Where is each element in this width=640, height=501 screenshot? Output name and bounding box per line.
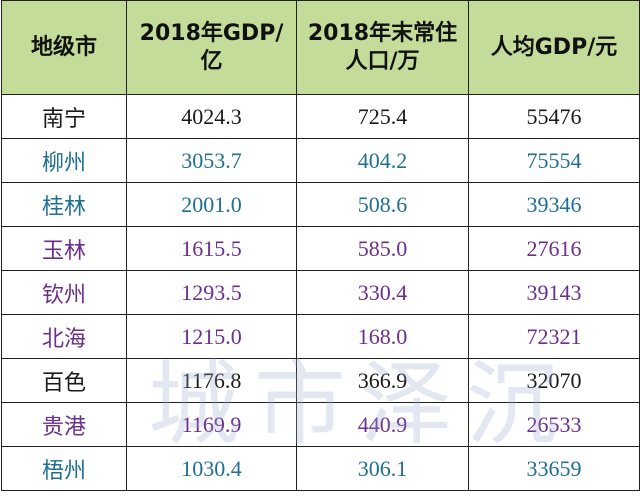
cell-city: 桂林 (1, 182, 127, 227)
cell-gdp-per-capita: 32070 (468, 358, 640, 403)
cell-population: 306.1 (296, 446, 469, 491)
table-row: 桂林 2001.0 508.6 39346 (1, 182, 640, 227)
cell-city: 北海 (1, 314, 127, 359)
cell-population: 330.4 (296, 270, 469, 315)
cell-city: 玉林 (1, 226, 127, 271)
header-population-line-2: 人口/万 (345, 48, 420, 74)
cell-gdp-per-capita: 27616 (468, 226, 640, 271)
header-city-line-1: 地级市 (30, 34, 97, 60)
cell-population: 585.0 (296, 226, 469, 271)
header-gdp-line-2: 亿 (200, 48, 223, 74)
cell-population: 366.9 (296, 358, 469, 403)
table-row: 北海 1215.0 168.0 72321 (1, 314, 640, 359)
cell-gdp: 3053.7 (126, 138, 297, 183)
table-row: 钦州 1293.5 330.4 39143 (1, 270, 640, 315)
cell-gdp: 1615.5 (126, 226, 297, 271)
cell-gdp: 2001.0 (126, 182, 297, 227)
cell-gdp: 1030.4 (126, 446, 297, 491)
cell-gdp-per-capita: 39346 (468, 182, 640, 227)
cell-population: 168.0 (296, 314, 469, 359)
header-gdp-per-capita-line-1: 人均GDP/元 (490, 34, 618, 60)
cell-city: 南宁 (1, 94, 127, 139)
header-city: 地级市 (1, 0, 127, 95)
header-population: 2018年末常住 人口/万 (296, 0, 469, 95)
table-row: 南宁 4024.3 725.4 55476 (1, 94, 640, 139)
gdp-table: 地级市 2018年GDP/亿 2018年末常住 人口/万 人均GDP/元 南宁 40… (1, 0, 640, 491)
table-row: 玉林 1615.5 585.0 27616 (1, 226, 640, 271)
table-header: 地级市 2018年GDP/亿 2018年末常住 人口/万 人均GDP/元 (1, 0, 640, 95)
cell-gdp-per-capita: 33659 (468, 446, 640, 491)
cell-city: 钦州 (1, 270, 127, 315)
cell-gdp: 1293.5 (126, 270, 297, 315)
cell-population: 440.9 (296, 402, 469, 447)
cell-city: 贵港 (1, 402, 127, 447)
header-gdp-line-1: 2018年GDP/ (139, 21, 284, 46)
table-body: 南宁 4024.3 725.4 55476 柳州 3053.7 404.2 75554 桂林 20… (1, 94, 640, 491)
cell-gdp: 1215.0 (126, 314, 297, 359)
header-gdp-per-capita: 人均GDP/元 (468, 0, 640, 95)
cell-city: 柳州 (1, 138, 127, 183)
table-row: 柳州 3053.7 404.2 75554 (1, 138, 640, 183)
cell-gdp: 1169.9 (126, 402, 297, 447)
cell-gdp-per-capita: 75554 (468, 138, 640, 183)
cell-gdp: 1176.8 (126, 358, 297, 403)
cell-gdp: 4024.3 (126, 94, 297, 139)
table-row: 梧州 1030.4 306.1 33659 (1, 446, 640, 491)
cell-city: 梧州 (1, 446, 127, 491)
cell-population: 725.4 (296, 94, 469, 139)
cell-gdp-per-capita: 55476 (468, 94, 640, 139)
cell-gdp-per-capita: 26533 (468, 402, 640, 447)
header-row: 地级市 2018年GDP/亿 2018年末常住 人口/万 人均GDP/元 (1, 0, 640, 95)
header-gdp: 2018年GDP/亿 (126, 0, 297, 95)
header-population-line-1: 2018年末常住 (307, 21, 458, 46)
cell-gdp-per-capita: 72321 (468, 314, 640, 359)
cell-city: 百色 (1, 358, 127, 403)
cell-population: 404.2 (296, 138, 469, 183)
cell-population: 508.6 (296, 182, 469, 227)
table-row: 贵港 1169.9 440.9 26533 (1, 402, 640, 447)
cell-gdp-per-capita: 39143 (468, 270, 640, 315)
table-row: 百色 1176.8 366.9 32070 (1, 358, 640, 403)
